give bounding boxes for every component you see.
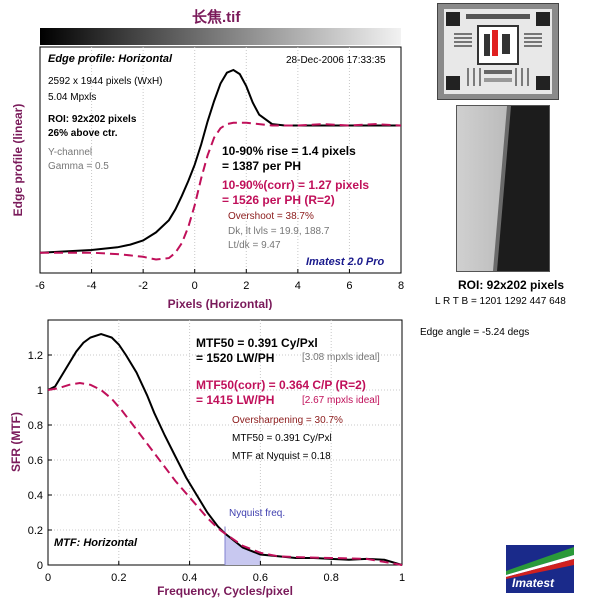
gamma: Gamma = 0.5 xyxy=(48,161,109,172)
mtf50-value: MTF50 = 0.391 Cy/Pxl xyxy=(196,336,318,350)
roi-title: ROI: 92x202 pixels xyxy=(458,278,565,292)
imatest-logo-graphic xyxy=(506,547,574,579)
mtf-at-nyquist: MTF at Nyquist = 0.18 xyxy=(232,451,331,462)
imatest-logo: Imatest xyxy=(506,545,574,593)
dark-light-levels: Dk, lt lvls = 19.9, 188.7 xyxy=(228,226,330,237)
mtf-x-tick-label: 1 xyxy=(399,572,405,584)
roi-position: 26% above ctr. xyxy=(48,128,118,139)
edge-profile-corrected-line xyxy=(40,121,402,261)
mtf-y-axis-label: SFR (MTF) xyxy=(9,412,23,472)
oversharpening: Oversharpening = 30.7% xyxy=(232,415,343,426)
mtf-x-tick-label: 0.8 xyxy=(324,572,339,584)
test-chart-thumbnail xyxy=(437,3,559,100)
edge-x-tick-label: -2 xyxy=(138,280,148,292)
gray-step-strip xyxy=(40,28,401,45)
roi-crop-image xyxy=(456,105,550,272)
mtf-y-tick-label: 0 xyxy=(37,560,43,572)
mtf-y-tick-label: 1.2 xyxy=(28,350,43,362)
test-chart-pattern xyxy=(444,9,552,94)
file-title: 长焦.tif xyxy=(192,9,241,26)
edge-x-tick-label: 0 xyxy=(192,280,198,292)
mtf50-corr-value: MTF50(corr) = 0.364 C/P (R=2) xyxy=(196,378,366,392)
light-dark-ratio: Lt/dk = 9.47 xyxy=(228,240,281,251)
timestamp: 28-Dec-2006 17:33:35 xyxy=(286,55,386,66)
mtf-y-tick-label: 0.4 xyxy=(28,490,43,502)
roi-size: ROI: 92x202 pixels xyxy=(48,114,137,125)
rise-corr-per-ph: = 1526 per PH (R=2) xyxy=(222,193,335,207)
mtf50-summary: MTF50 = 0.391 Cy/Pxl xyxy=(232,433,332,444)
mtf-x-tick-label: 0.6 xyxy=(253,572,268,584)
mtf-y-tick-label: 0.6 xyxy=(28,455,43,467)
channel: Y-channel xyxy=(48,147,93,158)
mtf-x-tick-label: 0 xyxy=(45,572,51,584)
mtf50-corr-lwph: = 1415 LW/PH xyxy=(196,393,275,407)
mtf-y-tick-label: 0.2 xyxy=(28,525,43,537)
rise-corr-value: 10-90%(corr) = 1.27 pixels xyxy=(222,178,370,192)
roi-edge-pattern xyxy=(457,106,549,271)
mtf50-lwph: = 1520 LW/PH xyxy=(196,351,275,365)
edge-x-ticks: -6 -4 -2 0 2 4 6 8 xyxy=(35,269,404,292)
mtf-panel-title: MTF: Horizontal xyxy=(54,537,138,549)
mtf50-corr-ideal: [2.67 mpxls ideal] xyxy=(302,395,380,406)
edge-x-tick-label: -4 xyxy=(87,280,97,292)
roi-coordinates: L R T B = 1201 1292 447 648 xyxy=(435,296,566,307)
mtf-x-axis-label: Frequency, Cycles/pixel xyxy=(157,584,293,598)
mtf-x-tick-label: 0.4 xyxy=(182,572,197,584)
edge-profile-chart: -6 -4 -2 0 2 4 6 8 Pixels (Horizontal) Edge pro… xyxy=(11,46,404,310)
edge-x-axis-label: Pixels (Horizontal) xyxy=(168,297,273,310)
edge-x-tick-label: 2 xyxy=(243,280,249,292)
edge-angle: Edge angle = -5.24 degs xyxy=(420,327,530,338)
edge-x-tick-label: 6 xyxy=(346,280,352,292)
edge-x-tick-label: -6 xyxy=(35,280,45,292)
edge-x-tick-label: 4 xyxy=(295,280,301,292)
mtf50-ideal: [3.08 mpxls ideal] xyxy=(302,352,380,363)
megapixels: 5.04 Mpxls xyxy=(48,92,97,103)
mtf-x-tick-label: 0.2 xyxy=(111,572,126,584)
edge-panel-title: Edge profile: Horizontal xyxy=(48,53,173,65)
mtf-gridlines xyxy=(48,320,402,565)
mtf-plot-frame xyxy=(47,319,403,566)
mtf-y-tick-label: 1 xyxy=(37,385,43,397)
imatest-version: Imatest 2.0 Pro xyxy=(306,256,385,268)
sfr-mtf-chart: 0 0.2 0.4 0.6 0.8 1 0 0.2 0.4 0.6 0.8 1 1.2 Frequenc… xyxy=(9,319,405,598)
edge-x-tick-label: 8 xyxy=(398,280,404,292)
overshoot: Overshoot = 38.7% xyxy=(228,211,314,222)
nyquist-label: Nyquist freq. xyxy=(229,508,286,519)
mtf-corrected-line xyxy=(47,381,403,566)
image-size: 2592 x 1944 pixels (WxH) xyxy=(48,76,163,87)
rise-per-ph: = 1387 per PH xyxy=(222,159,302,173)
mtf-axis-ticks: 0 0.2 0.4 0.6 0.8 1 0 0.2 0.4 0.6 0.8 1 1.2 xyxy=(28,350,405,584)
edge-y-axis-label: Edge profile (linear) xyxy=(11,104,25,217)
mtf-y-tick-label: 0.8 xyxy=(28,420,43,432)
imatest-logo-text: Imatest xyxy=(512,576,555,590)
rise-value: 10-90% rise = 1.4 pixels xyxy=(222,144,356,158)
